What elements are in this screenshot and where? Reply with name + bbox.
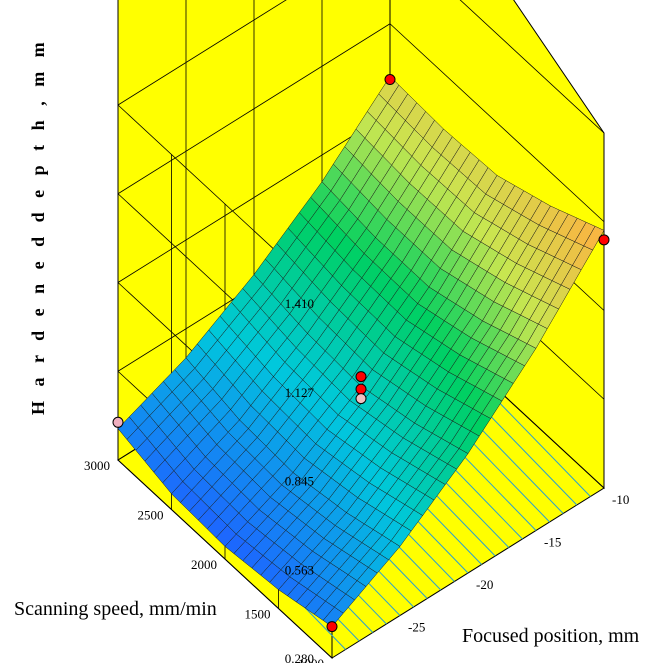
y-tick-label: 3000 (84, 458, 110, 473)
design-point (326, 621, 338, 633)
design-point (384, 74, 396, 86)
x-tick-label: -20 (476, 577, 493, 592)
z-axis-title: H a r d e n e d d e p t h , m m (28, 37, 48, 415)
right-z-grid (389, 23, 605, 223)
z-tick-label: 0.563 (285, 562, 314, 577)
z-tick-label: 0.280 (285, 651, 314, 663)
back-z-grid (117, 23, 391, 195)
tick-labels: 0.280 0.563 0.845 1.127 1.410 1000 1500 2000 250… (84, 296, 629, 663)
design-point (112, 416, 124, 428)
response-surface (117, 76, 605, 627)
design-point (355, 383, 367, 395)
z-tick-label: 1.127 (285, 385, 315, 400)
design-point (355, 393, 367, 405)
x-axis-title: Focused position, mm (462, 625, 640, 647)
back-z-grid (117, 112, 391, 283)
z-tick-label: 0.845 (285, 474, 314, 489)
back-z-grid (117, 0, 287, 106)
design-point (598, 234, 610, 246)
y-tick-label: 2500 (138, 508, 164, 523)
y-tick-label: 1500 (245, 607, 271, 622)
y-axis-title: Scanning speed, mm/min (14, 598, 217, 620)
y-tick-label: 2000 (191, 557, 217, 572)
y-tick-label: 1000 (298, 656, 324, 663)
z-tick-label: 1.410 (285, 296, 314, 311)
x-tick-label: -25 (408, 620, 425, 635)
design-points (112, 74, 610, 633)
design-point (355, 371, 367, 383)
x-tick-label: -15 (544, 535, 561, 550)
right-z-grid (459, 0, 605, 134)
x-tick-label: -10 (612, 492, 629, 507)
